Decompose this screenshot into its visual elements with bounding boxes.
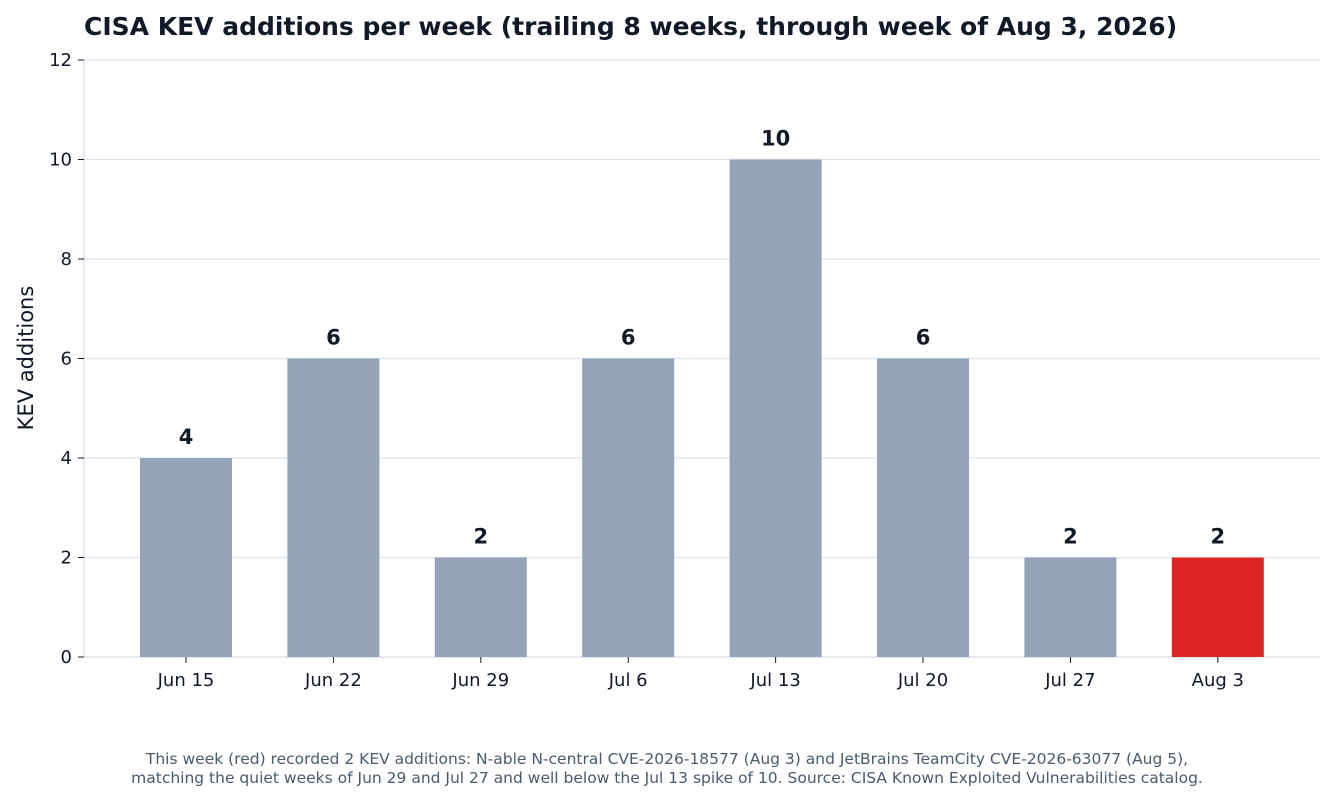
y-tick-label: 4 [61, 448, 72, 469]
caption-line-2: matching the quiet weeks of Jun 29 and J… [131, 769, 1203, 787]
y-axis-label: KEV additions [14, 286, 38, 431]
bar-jul-6 [582, 358, 675, 657]
chart-title: CISA KEV additions per week (trailing 8 … [84, 12, 1177, 41]
x-tick-labels: Jun 15 Jun 22 Jun 29 Jul 6 Jul 13 Jul 20 Jul 2… [157, 657, 1244, 691]
bar-value-label: 2 [473, 525, 488, 549]
caption-line-1: This week (red) recorded 2 KEV additions… [145, 750, 1188, 768]
bars [140, 159, 1264, 657]
bar-aug-3 [1171, 557, 1264, 657]
y-tick-label: 8 [61, 249, 72, 270]
x-tick-label: Jul 27 [1044, 670, 1095, 691]
bar-value-label: 2 [1063, 525, 1078, 549]
x-tick-label: Jun 22 [304, 670, 362, 691]
y-tick-label: 10 [49, 150, 72, 171]
bar-jun-15 [140, 458, 232, 657]
x-tick-label: Jul 13 [749, 670, 800, 691]
y-tick-labels: 0 2 4 6 8 10 12 [49, 50, 84, 668]
y-tick-label: 2 [61, 548, 72, 569]
bar-jul-13 [729, 159, 822, 657]
y-tick-label: 0 [61, 647, 72, 668]
bar-value-label: 10 [761, 127, 790, 151]
bar-jun-29 [434, 557, 527, 657]
x-tick-label: Jun 29 [451, 670, 509, 691]
x-tick-label: Aug 3 [1192, 670, 1244, 691]
bar-jul-27 [1024, 557, 1117, 657]
gridlines [84, 59, 1320, 559]
x-tick-label: Jul 20 [897, 670, 948, 691]
bar-value-label: 6 [916, 326, 931, 350]
x-tick-label: Jul 6 [608, 670, 648, 691]
bar-value-label: 4 [179, 425, 194, 449]
bar-jun-22 [287, 358, 380, 657]
bar-value-label: 2 [1210, 525, 1225, 549]
bar-value-label: 6 [621, 326, 636, 350]
data-labels: 4 6 2 6 10 6 2 2 [179, 127, 1225, 549]
y-tick-label: 6 [61, 349, 72, 370]
bar-value-label: 6 [326, 326, 341, 350]
bar-jul-20 [877, 358, 969, 657]
x-tick-label: Jun 15 [157, 670, 215, 691]
y-tick-label: 12 [49, 50, 72, 71]
